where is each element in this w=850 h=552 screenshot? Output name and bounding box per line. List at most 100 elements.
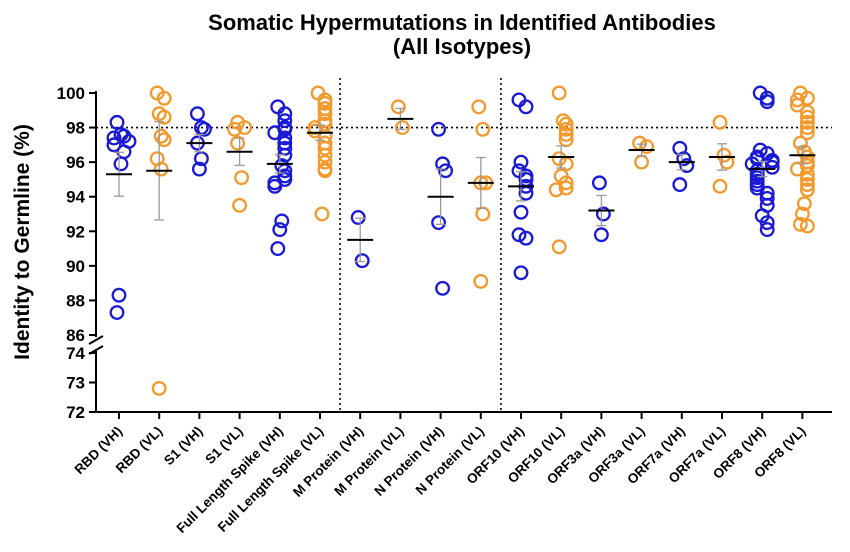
data-point (679, 158, 695, 174)
data-point (752, 142, 768, 158)
data-point (475, 206, 491, 222)
data-point (317, 163, 333, 179)
x-tick-labels: RBD (VH)RBD (VL)S1 (VH)S1 (VL)Full Lengt… (72, 412, 809, 536)
data-point (314, 206, 330, 222)
data-point (799, 171, 815, 187)
data-point (789, 97, 805, 113)
data-point (792, 135, 808, 151)
mean-and-error-bars (106, 107, 816, 263)
data-point (593, 227, 609, 243)
data-point (672, 177, 688, 193)
data-point (634, 154, 650, 170)
data-point (591, 175, 607, 191)
y-tick-label: 98 (66, 119, 85, 138)
data-point (350, 210, 366, 225)
data-point (799, 120, 815, 136)
data-point (759, 94, 775, 110)
chart-title: Somatic Hypermutations in Identified Ant… (208, 10, 716, 35)
y-tick-label: 88 (66, 291, 85, 310)
data-point (227, 121, 243, 137)
data-point (558, 127, 574, 142)
y-tick-label: 90 (66, 257, 85, 276)
y-tick-label: 72 (66, 403, 85, 422)
data-point (232, 197, 248, 213)
data-point (639, 139, 655, 155)
data-point (794, 206, 810, 222)
y-tick-label: 94 (66, 188, 85, 207)
data-point (189, 106, 205, 122)
data-point (156, 90, 172, 106)
group-separators (96, 78, 832, 412)
data-point (799, 90, 815, 106)
x-tick-label: M Protein (VL) (331, 424, 406, 499)
data-point (277, 106, 293, 122)
data-point (435, 156, 451, 172)
data-point (789, 92, 805, 108)
data-point (267, 178, 283, 194)
data-point (792, 216, 808, 232)
data-point (153, 161, 169, 177)
data-point (759, 222, 775, 238)
data-point (511, 227, 527, 243)
data-point (394, 120, 410, 136)
data-point (156, 132, 172, 148)
x-tick-label: N Protein (VH) (371, 424, 446, 499)
data-point (799, 109, 815, 125)
data-point (558, 175, 574, 191)
data-point (551, 85, 567, 101)
data-point (354, 253, 370, 269)
data-point (431, 215, 447, 231)
data-point (764, 159, 780, 175)
data-point (759, 215, 775, 231)
data-points (106, 85, 815, 396)
data-point (473, 273, 489, 289)
data-point (277, 130, 293, 146)
y-tick-label: 92 (66, 222, 85, 241)
data-point (317, 95, 333, 111)
data-point (513, 265, 529, 281)
data-point (799, 218, 815, 234)
chart-subtitle: (All Isotypes) (393, 34, 531, 59)
data-point (719, 154, 735, 170)
data-point (277, 121, 293, 137)
data-point (799, 104, 815, 120)
data-point (270, 241, 286, 257)
data-point (237, 120, 253, 136)
data-point (799, 166, 815, 182)
data-point (113, 156, 129, 172)
x-tick-label: S1 (VH) (161, 424, 206, 469)
data-point (106, 137, 122, 153)
data-point (111, 287, 127, 303)
data-point (555, 113, 571, 129)
data-point (518, 230, 534, 246)
data-point (471, 99, 487, 115)
data-point (109, 305, 125, 320)
data-point (799, 158, 815, 174)
data-point (595, 206, 611, 222)
y-tick-label: 100 (57, 84, 85, 103)
data-point (712, 114, 728, 130)
data-point (799, 114, 815, 130)
data-point (712, 178, 728, 194)
data-point (435, 280, 451, 296)
data-point (317, 147, 333, 163)
data-point (317, 106, 333, 122)
data-point (390, 99, 406, 115)
data-point (796, 196, 812, 212)
data-point (558, 121, 574, 137)
data-point (799, 182, 815, 198)
data-point (153, 128, 169, 144)
y-tick-label: 86 (66, 326, 85, 345)
y-tick-label: 74 (66, 344, 85, 363)
data-point (676, 151, 692, 167)
data-point (759, 190, 775, 206)
data-point (548, 182, 564, 198)
data-point (230, 135, 246, 151)
data-point (558, 116, 574, 132)
data-point (317, 140, 333, 156)
data-point (234, 170, 250, 186)
data-point (274, 213, 290, 229)
data-point (799, 125, 815, 141)
data-point (193, 151, 209, 167)
data-point (196, 121, 212, 137)
